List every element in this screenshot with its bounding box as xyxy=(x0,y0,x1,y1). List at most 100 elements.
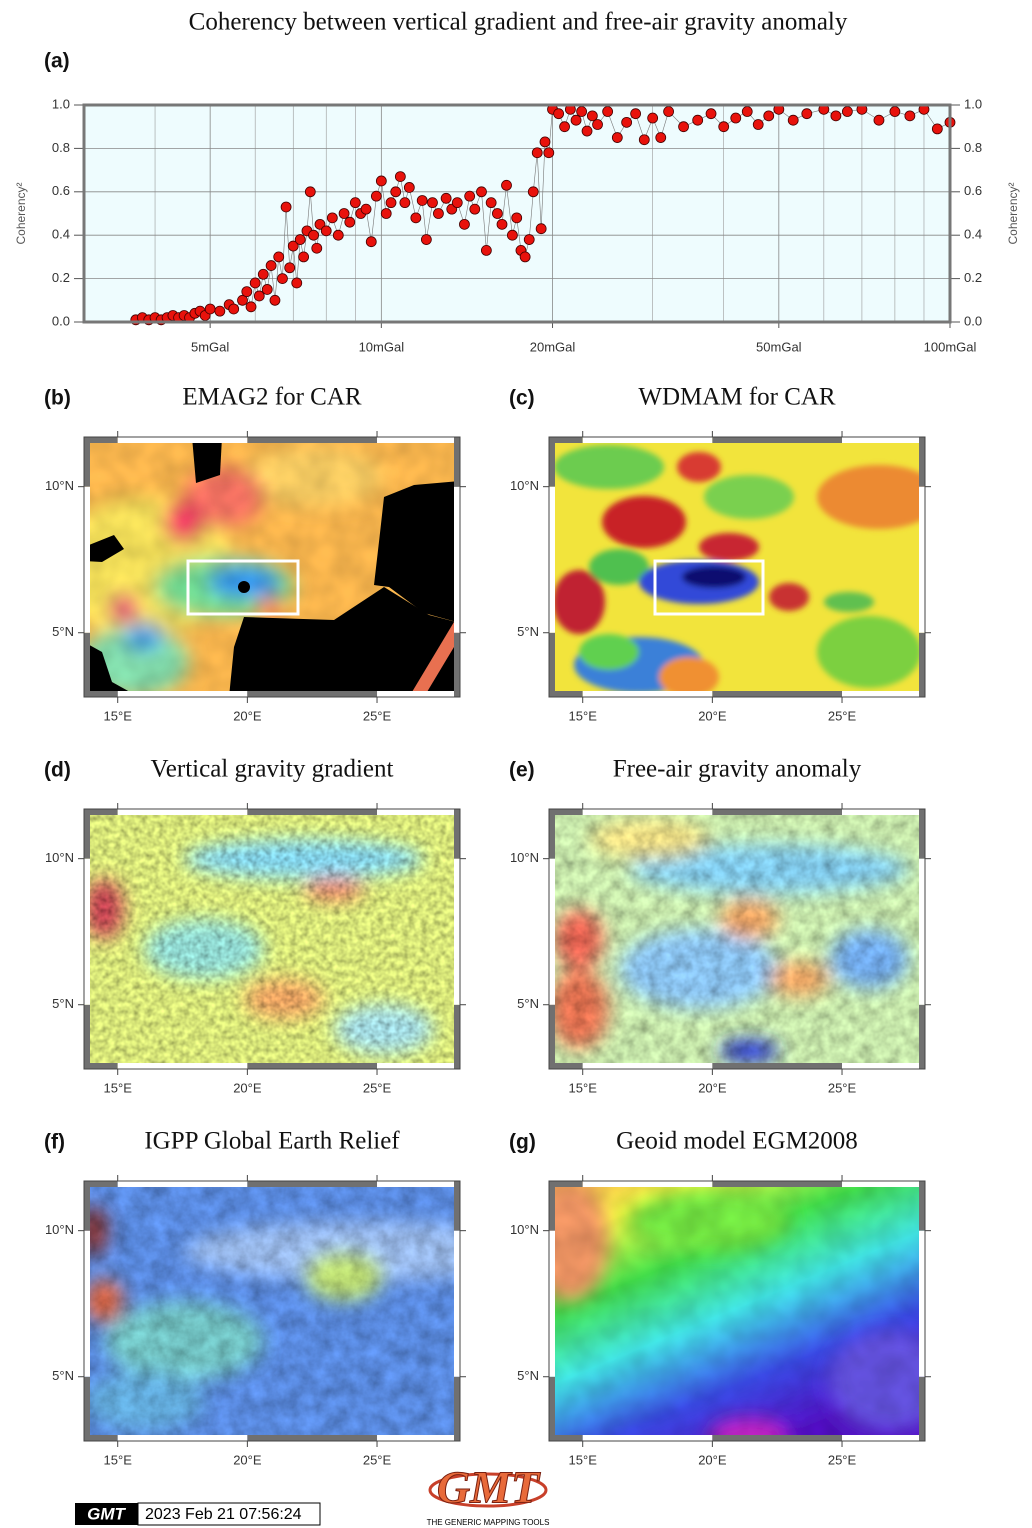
point xyxy=(350,198,360,208)
map-title: IGPP Global Earth Relief xyxy=(144,1128,400,1155)
frame-band xyxy=(712,809,842,815)
y-tick-label: 1.0 xyxy=(52,96,70,111)
y-tick-label: 10°N xyxy=(45,850,74,865)
x-tick-label: 20°E xyxy=(233,1080,262,1095)
x-tick-label: 10mGal xyxy=(359,339,405,354)
point xyxy=(481,245,491,255)
point xyxy=(361,204,371,214)
y2-tick-label: 0.2 xyxy=(964,270,982,285)
map-shape xyxy=(304,1251,384,1301)
map-shape xyxy=(554,909,604,969)
point xyxy=(459,219,469,229)
frame-band xyxy=(454,1005,460,1069)
y2-tick-label: 0.6 xyxy=(964,183,982,198)
point xyxy=(612,133,622,143)
x-tick-label: 25°E xyxy=(363,1452,392,1467)
x-tick-label: 20°E xyxy=(698,1080,727,1095)
frame-band xyxy=(84,1005,90,1069)
y2-tick-label: 0.0 xyxy=(964,313,982,328)
point xyxy=(764,111,774,121)
frame-band xyxy=(377,1181,460,1187)
map-shape xyxy=(54,437,460,697)
frame-band xyxy=(84,1231,90,1377)
y2-tick-label: 1.0 xyxy=(964,96,982,111)
point xyxy=(656,133,666,143)
frame-band xyxy=(583,809,713,815)
point xyxy=(890,107,900,117)
point xyxy=(292,278,302,288)
point xyxy=(802,109,812,119)
point xyxy=(582,126,592,136)
map-title: Geoid model EGM2008 xyxy=(616,1128,858,1155)
point xyxy=(788,115,798,125)
map-shape xyxy=(549,437,941,697)
frame-band xyxy=(919,437,925,487)
map-shape xyxy=(704,475,794,519)
point xyxy=(622,117,632,127)
point xyxy=(842,107,852,117)
point xyxy=(262,284,272,294)
frame-band xyxy=(118,1181,248,1187)
map-shape xyxy=(84,809,460,1069)
frame-band xyxy=(712,691,842,697)
frame-band xyxy=(712,437,842,443)
frame-band xyxy=(454,1377,460,1441)
point xyxy=(502,180,512,190)
x-tick-label: 25°E xyxy=(363,1080,392,1095)
frame-band xyxy=(454,1231,460,1377)
map-shape xyxy=(817,616,921,688)
map-shape xyxy=(529,1181,949,1454)
point xyxy=(312,243,322,253)
point xyxy=(345,217,355,227)
frame-band xyxy=(919,1231,925,1377)
panel-label: (b) xyxy=(44,387,71,410)
point xyxy=(497,219,507,229)
point xyxy=(470,204,480,214)
frame-band xyxy=(247,1435,377,1441)
point xyxy=(277,274,287,284)
frame-band xyxy=(84,859,90,1005)
x-tick-label: 20mGal xyxy=(530,339,576,354)
x-tick-label: 50mGal xyxy=(756,339,802,354)
point xyxy=(507,230,517,240)
point xyxy=(386,198,396,208)
panel-label: (d) xyxy=(44,759,71,782)
body: Coherency between vertical gradient and … xyxy=(0,0,1032,1528)
frame-band xyxy=(454,1181,460,1231)
map-shape xyxy=(553,570,605,634)
map-shape xyxy=(682,566,746,588)
y-tick-label: 5°N xyxy=(52,1368,74,1383)
point xyxy=(520,252,530,262)
point xyxy=(411,213,421,223)
frame-band xyxy=(583,1181,713,1187)
point xyxy=(693,115,703,125)
map-shape xyxy=(529,1181,949,1454)
frame-band xyxy=(919,487,925,633)
map-shape xyxy=(769,961,829,997)
map-shape xyxy=(238,581,250,593)
map-shape xyxy=(549,809,925,1069)
point xyxy=(571,115,581,125)
point xyxy=(706,109,716,119)
figure: Coherency between vertical gradient and … xyxy=(0,0,1032,1528)
point xyxy=(532,148,542,158)
y-tick-label: 0.0 xyxy=(52,313,70,328)
point xyxy=(215,306,225,316)
frame-band xyxy=(712,1063,842,1069)
y-tick-label: 10°N xyxy=(45,1222,74,1237)
point xyxy=(874,115,884,125)
map-shape xyxy=(104,1301,264,1381)
point xyxy=(540,137,550,147)
map-title: Free-air gravity anomaly xyxy=(613,756,862,783)
y2-tick-label: 0.8 xyxy=(964,140,982,155)
point xyxy=(433,209,443,219)
point xyxy=(371,191,381,201)
point xyxy=(441,193,451,203)
x-tick-label: 20°E xyxy=(233,1452,262,1467)
frame-band xyxy=(118,1063,248,1069)
point xyxy=(536,224,546,234)
x-tick-label: 15°E xyxy=(569,1080,598,1095)
frame-band xyxy=(84,809,90,859)
x-tick-label: 15°E xyxy=(569,1452,598,1467)
frame-band xyxy=(549,487,555,633)
